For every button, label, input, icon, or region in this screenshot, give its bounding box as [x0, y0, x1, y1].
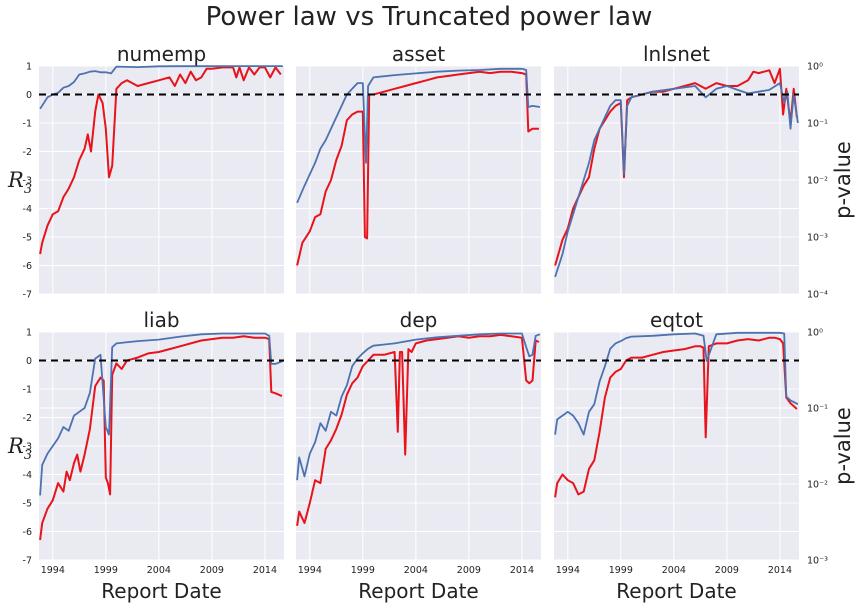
- y-tick-label: 1: [26, 62, 32, 73]
- p-value-tick-label: 10⁻¹: [807, 119, 828, 130]
- p-value-tick-label: 10⁰: [807, 328, 823, 339]
- r-series-line: [39, 66, 282, 255]
- x-tick-label: 2014: [510, 565, 534, 576]
- x-tick-label: 1999: [94, 565, 118, 576]
- y-tick-label: -2: [23, 147, 32, 158]
- panel-title-eqtot: eqtot: [650, 308, 703, 332]
- p-value-series-line: [39, 65, 283, 110]
- x-axis-label: Report Date: [358, 579, 478, 603]
- x-tick-label: 2014: [768, 565, 792, 576]
- panel-title-asset: asset: [392, 42, 445, 66]
- panel-title-liab: liab: [143, 308, 179, 332]
- r-series-line: [39, 335, 283, 541]
- x-tick-label: 2009: [200, 565, 224, 576]
- panel-title-lnlsnet: lnlsnet: [643, 42, 710, 66]
- p-value-series-line: [296, 67, 541, 204]
- y-tick-label: -4: [23, 204, 32, 215]
- y-tick-label: -5: [23, 499, 32, 510]
- y-tick-label: 0: [26, 90, 32, 101]
- p-value-tick-label: 10⁻²: [807, 480, 828, 491]
- r-series-line: [554, 336, 798, 498]
- p-value-tick-label: 10⁰: [807, 62, 823, 73]
- x-tick-label: 1994: [41, 565, 65, 576]
- figure-title: Power law vs Truncated power law: [206, 2, 653, 32]
- x-tick-label: 1999: [609, 565, 633, 576]
- y-tick-label: 1: [26, 328, 32, 339]
- x-tick-label: 2004: [147, 565, 171, 576]
- r-series-line: [296, 70, 539, 266]
- panel-title-numemp: numemp: [117, 42, 206, 66]
- y-tick-label: -3: [23, 442, 32, 453]
- y-axis-label: R3: [7, 434, 32, 463]
- p-value-tick-label: 10⁻²: [807, 176, 828, 187]
- y-axis-label: R3: [7, 168, 32, 197]
- y-tick-label: -6: [23, 261, 32, 272]
- p-value-tick-label: 10⁻⁴: [807, 290, 828, 301]
- r-series-line: [296, 333, 540, 526]
- y-tick-label: -7: [23, 290, 32, 301]
- x-tick-label: 1994: [298, 565, 322, 576]
- p-value-series-line: [296, 332, 541, 481]
- x-axis-label: Report Date: [101, 579, 221, 603]
- y-tick-label: -5: [23, 233, 32, 244]
- x-tick-label: 2014: [253, 565, 277, 576]
- p-value-series-line: [554, 331, 799, 436]
- panel-title-dep: dep: [400, 308, 438, 332]
- y-tick-label: -3: [23, 176, 32, 187]
- y-tick-label: -6: [23, 527, 32, 538]
- panels: numemp 1 0 -1 -2 -3 -4 -5 -6 -7 R3 asset lnlsnet 10⁰ 1…: [7, 42, 855, 603]
- p-value-tick-label: 10⁻³: [807, 556, 828, 567]
- p-value-axis-label: p-value: [831, 141, 855, 219]
- y-tick-label: 0: [26, 356, 32, 367]
- y-tick-label: -1: [23, 119, 32, 130]
- y-tick-label: -2: [23, 413, 32, 424]
- y-axis-label-subscript: 3: [24, 182, 32, 197]
- x-tick-label: 2009: [457, 565, 481, 576]
- x-tick-label: 2004: [662, 565, 686, 576]
- x-tick-label: 1994: [556, 565, 580, 576]
- y-axis-label-subscript: 3: [24, 448, 32, 463]
- y-tick-label: -4: [23, 470, 32, 481]
- x-tick-label: 1999: [351, 565, 375, 576]
- p-value-tick-label: 10⁻¹: [807, 404, 828, 415]
- x-tick-label: 2004: [404, 565, 428, 576]
- y-tick-label: -1: [23, 385, 32, 396]
- x-axis-label: Report Date: [616, 579, 736, 603]
- y-tick-label: -7: [23, 556, 32, 567]
- p-value-tick-label: 10⁻³: [807, 233, 828, 244]
- p-value-axis-label: p-value: [831, 407, 855, 485]
- p-value-series-line: [39, 332, 284, 496]
- x-tick-label: 2009: [715, 565, 739, 576]
